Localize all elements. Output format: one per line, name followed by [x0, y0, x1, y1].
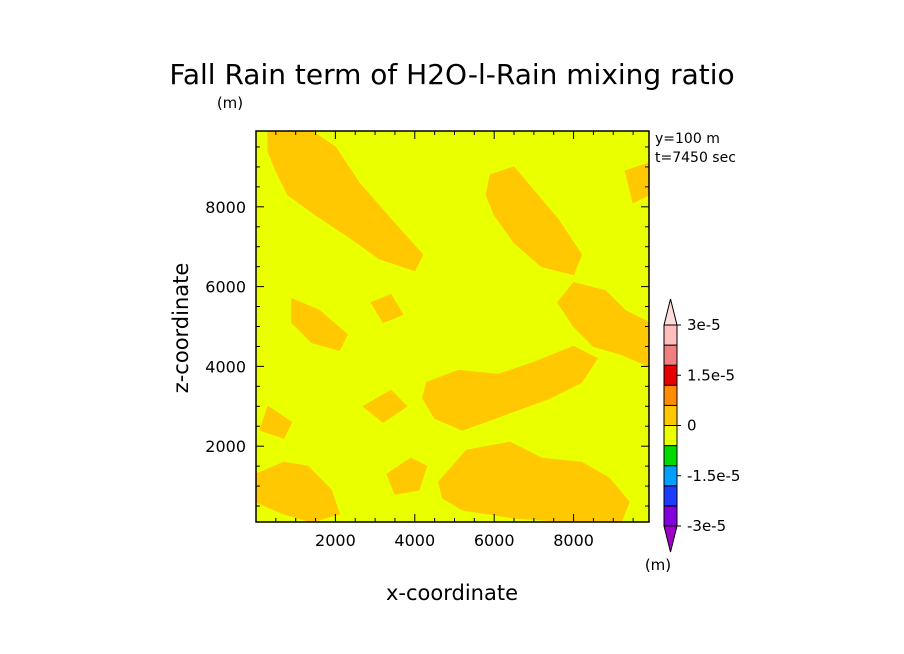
contour-region-0-11 — [370, 294, 404, 323]
y-tick-label: 6000 — [205, 278, 246, 297]
contour-region-0-6 — [386, 457, 428, 495]
contour-region-0-4 — [255, 461, 340, 523]
y-axis-label: z-coordinate — [169, 263, 193, 394]
y-tick-labels: 2000 4000 6000 8000 — [205, 198, 246, 456]
x-tick-label: 8000 — [553, 531, 594, 550]
colorbar-over-triangle — [663, 298, 678, 326]
colorbar-swatch — [663, 485, 678, 507]
contour-region-0-0 — [267, 130, 424, 272]
colorbar-label: -3e-5 — [687, 517, 726, 535]
colorbar-unit: (m) — [645, 556, 671, 574]
colorbar-swatch — [663, 425, 678, 447]
plot-frame — [255, 130, 650, 523]
annotation-y: y=100 m — [655, 131, 720, 147]
contour-region-0-7 — [291, 298, 348, 351]
y-tick-label: 4000 — [205, 357, 246, 376]
x-tick-label: 6000 — [474, 531, 515, 550]
colorbar-label: 0 — [687, 417, 697, 435]
colorbar-swatch — [663, 324, 678, 346]
colorbar-swatch — [663, 384, 678, 406]
plot-area — [255, 130, 650, 523]
y-tick-label: 2000 — [205, 437, 246, 456]
colorbar-label: -1.5e-5 — [687, 467, 740, 485]
colorbar-swatch — [663, 445, 678, 467]
colorbar-label: 3e-5 — [687, 316, 721, 334]
x-axis-label: x-coordinate — [386, 581, 518, 605]
contour-regions — [255, 130, 650, 523]
contour-region-0-1 — [485, 166, 582, 276]
colorbar-swatch — [663, 404, 678, 426]
contour-region-0-8 — [362, 389, 408, 423]
contour-region-0-2 — [557, 282, 650, 367]
colorbar: 3e-5 1.5e-5 0 -1.5e-5 -3e-5 — [663, 298, 740, 553]
colorbar-swatch — [663, 505, 678, 527]
colorbar-swatch — [663, 364, 678, 386]
colorbar-swatch — [663, 344, 678, 366]
annotation-t: t=7450 sec — [655, 150, 736, 166]
x-tick-label: 2000 — [315, 531, 356, 550]
y-tick-label: 8000 — [205, 198, 246, 217]
chart-title-unit: (m) — [217, 94, 243, 112]
contour-region-0-3 — [422, 345, 598, 431]
contour-region-0-9 — [259, 405, 293, 439]
x-tick-labels: 2000 4000 6000 8000 — [315, 531, 594, 550]
colorbar-swatch — [663, 465, 678, 487]
chart-title: Fall Rain term of H2O-l-Rain mixing rati… — [169, 58, 734, 91]
contour-region-0-5 — [438, 441, 630, 523]
x-tick-label: 4000 — [394, 531, 435, 550]
colorbar-label: 1.5e-5 — [687, 366, 735, 384]
